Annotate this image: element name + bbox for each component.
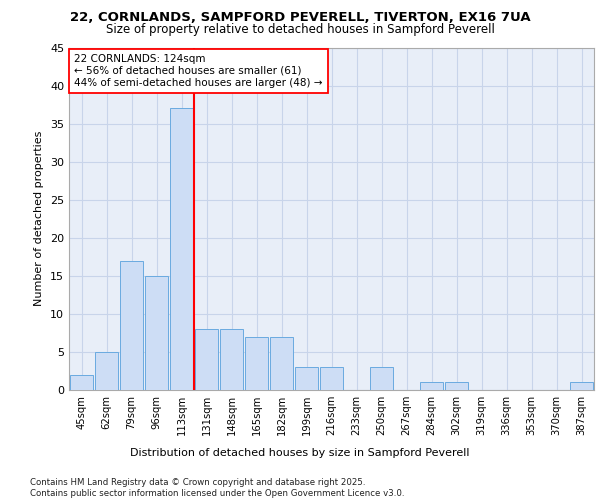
Text: Size of property relative to detached houses in Sampford Peverell: Size of property relative to detached ho… [106,22,494,36]
Bar [419,382,443,390]
Y-axis label: Number of detached properties: Number of detached properties [34,131,44,306]
Bar [269,336,293,390]
Bar [320,367,343,390]
Bar [145,276,169,390]
Bar [445,382,469,390]
Bar [569,382,593,390]
Text: 22, CORNLANDS, SAMPFORD PEVERELL, TIVERTON, EX16 7UA: 22, CORNLANDS, SAMPFORD PEVERELL, TIVERT… [70,11,530,24]
Bar [245,336,268,390]
Text: Distribution of detached houses by size in Sampford Peverell: Distribution of detached houses by size … [130,448,470,458]
Text: 22 CORNLANDS: 124sqm
← 56% of detached houses are smaller (61)
44% of semi-detac: 22 CORNLANDS: 124sqm ← 56% of detached h… [74,54,323,88]
Text: Contains HM Land Registry data © Crown copyright and database right 2025.
Contai: Contains HM Land Registry data © Crown c… [30,478,404,498]
Bar [295,367,319,390]
Bar [194,329,218,390]
Bar [220,329,244,390]
Bar [170,108,193,390]
Bar [70,375,94,390]
Bar [370,367,394,390]
Bar [95,352,118,390]
Bar [119,260,143,390]
